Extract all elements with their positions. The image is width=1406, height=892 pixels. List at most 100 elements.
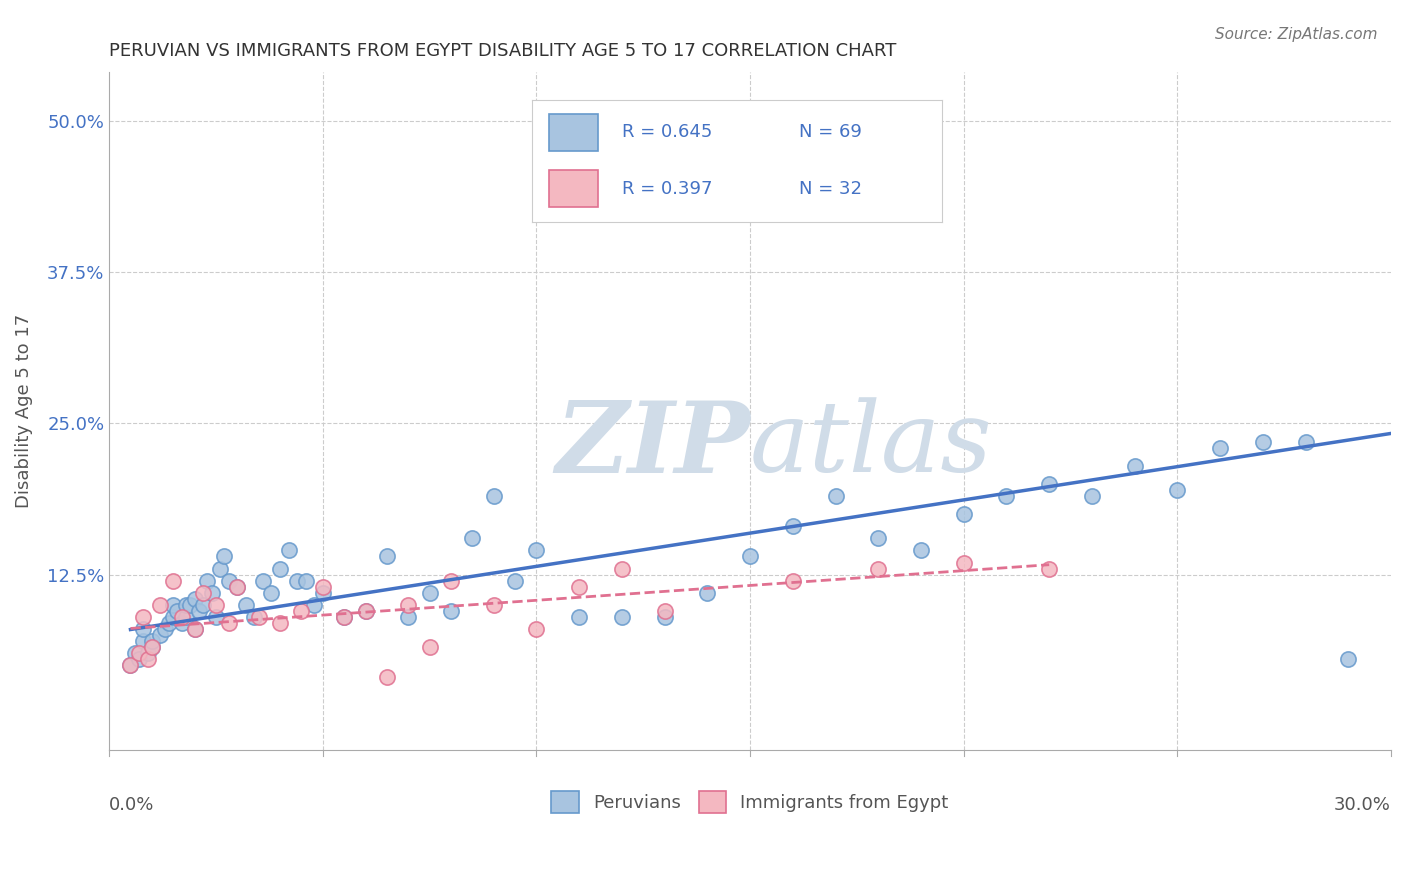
Point — [333, 610, 356, 624]
Text: 0.0%: 0.0% — [110, 796, 155, 814]
Point — [738, 549, 761, 564]
Point — [136, 652, 159, 666]
Point — [1295, 434, 1317, 449]
Point — [419, 640, 441, 655]
Point — [183, 622, 205, 636]
Point — [526, 622, 548, 636]
Point — [269, 615, 291, 630]
Point — [354, 604, 377, 618]
Point — [128, 646, 150, 660]
Legend: Peruvians, Immigrants from Egypt: Peruvians, Immigrants from Egypt — [543, 782, 957, 822]
Point — [1123, 458, 1146, 473]
Point — [440, 604, 463, 618]
Point — [149, 628, 172, 642]
Point — [218, 574, 240, 588]
Point — [174, 598, 197, 612]
Point — [149, 598, 172, 612]
Point — [1209, 441, 1232, 455]
Point — [868, 531, 890, 545]
Point — [247, 610, 270, 624]
Point — [205, 610, 228, 624]
Point — [191, 598, 214, 612]
Point — [132, 610, 155, 624]
Point — [170, 615, 193, 630]
Point — [302, 598, 325, 612]
Point — [312, 580, 335, 594]
Point — [868, 561, 890, 575]
Point — [260, 586, 283, 600]
Point — [179, 598, 201, 612]
Point — [333, 610, 356, 624]
Point — [696, 586, 718, 600]
Point — [166, 604, 188, 618]
Point — [183, 622, 205, 636]
Point — [187, 604, 209, 618]
Point — [132, 634, 155, 648]
Point — [252, 574, 274, 588]
Point — [162, 610, 184, 624]
Point — [654, 610, 676, 624]
Point — [157, 615, 180, 630]
Point — [396, 610, 419, 624]
Point — [375, 549, 398, 564]
Point — [910, 543, 932, 558]
Point — [1337, 652, 1360, 666]
Point — [354, 604, 377, 618]
Point — [610, 610, 633, 624]
Point — [782, 574, 804, 588]
Point — [243, 610, 266, 624]
Point — [312, 586, 335, 600]
Point — [209, 561, 232, 575]
Point — [782, 519, 804, 533]
Point — [375, 671, 398, 685]
Point — [482, 598, 505, 612]
Point — [824, 489, 846, 503]
Point — [503, 574, 526, 588]
Point — [170, 610, 193, 624]
Point — [610, 561, 633, 575]
Point — [226, 580, 249, 594]
Point — [136, 646, 159, 660]
Point — [1038, 476, 1060, 491]
Point — [482, 489, 505, 503]
Point — [290, 604, 312, 618]
Point — [1166, 483, 1188, 497]
Point — [235, 598, 257, 612]
Point — [128, 652, 150, 666]
Point — [201, 586, 224, 600]
Point — [124, 646, 146, 660]
Point — [568, 610, 591, 624]
Point — [461, 531, 484, 545]
Point — [183, 591, 205, 606]
Point — [277, 543, 299, 558]
Point — [269, 561, 291, 575]
Point — [952, 556, 974, 570]
Point — [162, 598, 184, 612]
Point — [1081, 489, 1104, 503]
Point — [654, 604, 676, 618]
Point — [120, 658, 142, 673]
Point — [141, 640, 163, 655]
Point — [132, 622, 155, 636]
Y-axis label: Disability Age 5 to 17: Disability Age 5 to 17 — [15, 314, 32, 508]
Point — [153, 622, 176, 636]
Point — [174, 610, 197, 624]
Point — [120, 658, 142, 673]
Point — [1038, 561, 1060, 575]
Text: atlas: atlas — [749, 398, 993, 492]
Point — [568, 580, 591, 594]
Text: ZIP: ZIP — [555, 397, 749, 493]
Point — [294, 574, 316, 588]
Point — [205, 598, 228, 612]
Point — [197, 574, 219, 588]
Point — [218, 615, 240, 630]
Point — [419, 586, 441, 600]
Text: Source: ZipAtlas.com: Source: ZipAtlas.com — [1215, 27, 1378, 42]
Point — [141, 640, 163, 655]
Point — [396, 598, 419, 612]
Point — [526, 543, 548, 558]
Point — [214, 549, 236, 564]
Point — [141, 634, 163, 648]
Point — [1251, 434, 1274, 449]
Point — [440, 574, 463, 588]
